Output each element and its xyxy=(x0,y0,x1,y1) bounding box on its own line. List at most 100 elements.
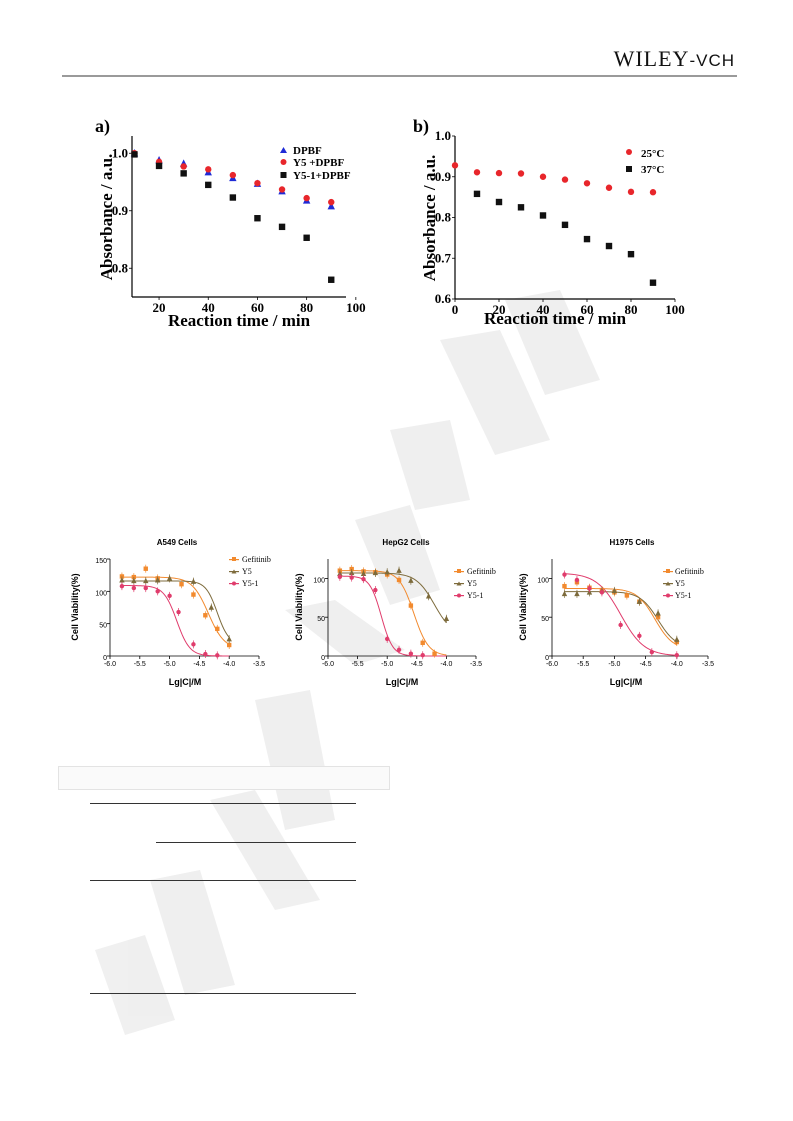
x-tick-label: 40 xyxy=(202,300,215,315)
point-37-c xyxy=(649,279,657,286)
point-y5-1-dpbf xyxy=(229,194,237,201)
chart-title: HepG2 Cells xyxy=(382,538,430,547)
table-top-rule xyxy=(90,803,356,804)
x-tick-label: -5.0 xyxy=(381,661,393,668)
point-37-c xyxy=(539,212,547,219)
fit-curve-y5-1 xyxy=(564,573,677,656)
table-header-subrule xyxy=(156,842,356,843)
legend-marker-y5-dpbf xyxy=(280,159,287,165)
fit-curve-y5-1 xyxy=(121,585,230,657)
publisher-logo: WILEY-VCH xyxy=(614,46,735,72)
x-tick-label: 100 xyxy=(346,300,366,315)
chart-absorbance-a: a) 20 40 60 80 100 0.8 0.9 1.0 DPBF Y5 +DPBF Y5… xyxy=(95,116,366,330)
point-y5-dpbf xyxy=(278,186,286,193)
x-tick-label: 80 xyxy=(300,300,313,315)
y-axis-label: Absorbance / a.u. xyxy=(420,155,439,282)
x-tick-label: -6.0 xyxy=(104,661,116,668)
legend-marker-gefitinib xyxy=(232,557,236,561)
point-25-c xyxy=(539,173,547,180)
x-axis-label: Lg|C|/M xyxy=(610,677,643,687)
x-tick-label: 20 xyxy=(153,300,166,315)
legend-marker-y51-dpbf xyxy=(280,172,287,178)
chart-absorbance-b: b) 0 20 40 60 80 100 0.6 0.7 0.8 0.9 1.0 25°C 37°C… xyxy=(413,116,685,328)
point-y5-dpbf xyxy=(205,166,212,173)
y-tick-label: 100 xyxy=(537,577,549,584)
legend-marker-y5-1 xyxy=(457,593,461,598)
legend-marker-y5 xyxy=(665,581,671,586)
legend: Gefitinib Y5 Y5-1 xyxy=(663,567,704,600)
legend-marker-25c xyxy=(626,149,632,155)
point-y5-dpbf xyxy=(328,198,335,206)
data-marks xyxy=(119,564,232,660)
point-37-c xyxy=(605,242,613,250)
x-tick-label: -3.5 xyxy=(253,661,265,668)
y-tick-label: 1.0 xyxy=(435,128,451,143)
x-tick-label: -5.5 xyxy=(134,661,146,668)
header-rule xyxy=(62,75,737,77)
x-tick-label: -4.0 xyxy=(440,661,452,668)
x-tick-label: -6.0 xyxy=(546,661,558,668)
point-25-c xyxy=(473,169,481,176)
point-y5-1-dpbf xyxy=(155,162,163,170)
axis-ticks: -6.0 -5.5 -5.0 -4.5 -4.0 -3.5 0 50 100 xyxy=(313,577,482,668)
fit-curves xyxy=(121,576,230,657)
y-tick-label: 1.0 xyxy=(112,145,128,160)
y-tick-label: 0 xyxy=(545,655,549,662)
logo-wiley-text: WILEY xyxy=(613,46,690,71)
y-tick-label: 50 xyxy=(541,616,549,623)
legend: Gefitinib Y5 Y5-1 xyxy=(454,567,496,600)
x-tick-label: 40 xyxy=(537,302,550,317)
point-y5-dpbf xyxy=(303,194,310,202)
chart-a549-viability: A549 Cells -6.0 -5.5 -5.0 -4.5 -4.0 -3.5 0 50 10… xyxy=(70,538,271,687)
table-header-rule xyxy=(90,880,356,881)
legend-label-y5: Y5 xyxy=(242,567,252,576)
legend-marker-gefitinib xyxy=(666,569,670,573)
panel-label-b: b) xyxy=(413,116,429,137)
point-y5-1-dpbf xyxy=(205,181,212,189)
legend: Gefitinib Y5 Y5-1 xyxy=(229,555,271,588)
chart-title: A549 Cells xyxy=(157,538,198,547)
point-25-c xyxy=(649,189,657,196)
axis-ticks: -6.0 -5.5 -5.0 -4.5 -4.0 -3.5 0 50 100 150 xyxy=(95,558,265,668)
legend: 25°C 37°C xyxy=(626,148,664,176)
point-y5-1-dpbf xyxy=(180,170,187,177)
table-bottom-rule xyxy=(90,993,356,994)
point-37-c xyxy=(583,235,591,243)
legend-marker-y5 xyxy=(456,581,462,586)
logo-vch-text: -VCH xyxy=(689,51,735,70)
point-dpbf xyxy=(327,201,335,210)
y-tick-label: 0.6 xyxy=(435,291,452,306)
y-tick-label: 0.9 xyxy=(435,169,452,184)
x-tick-label: -6.0 xyxy=(322,661,334,668)
legend-label-37c: 37°C xyxy=(641,164,664,176)
x-axis-label: Lg|C|/M xyxy=(169,677,202,687)
x-axis-label: Reaction time / min xyxy=(484,309,627,328)
legend-label-y5: Y5 xyxy=(467,579,477,588)
legend-label-gefitinib: Gefitinib xyxy=(242,555,271,564)
chart-title: H1975 Cells xyxy=(610,538,655,547)
point-37-c xyxy=(627,250,635,258)
point-y5-dpbf xyxy=(180,163,187,170)
legend-label-y51-dpbf: Y5-1+DPBF xyxy=(293,170,351,182)
y-axis-label: Cell Viability(%) xyxy=(294,573,304,640)
legend-marker-y5-1 xyxy=(666,593,670,598)
legend-label-25c: 25°C xyxy=(641,148,664,160)
x-tick-label: -5.5 xyxy=(352,661,364,668)
data-marks xyxy=(337,565,450,660)
fit-curves xyxy=(339,570,447,657)
legend-label-y5-1: Y5-1 xyxy=(675,591,691,600)
x-tick-label: -5.5 xyxy=(577,661,589,668)
legend-marker-y5 xyxy=(231,569,237,574)
x-tick-label: -4.5 xyxy=(193,661,205,668)
point-37-c xyxy=(473,190,481,198)
x-tick-label: -4.5 xyxy=(640,661,652,668)
fit-curve-gefitinib xyxy=(564,587,678,646)
point-25-c xyxy=(627,188,635,196)
y-axis-label: Cell Viability(%) xyxy=(70,573,80,640)
fit-curve-gefitinib xyxy=(339,570,447,656)
chart-h1975-viability: H1975 Cells -6.0 -5.5 -5.0 -4.5 -4.0 -3.5 0 50 1… xyxy=(518,538,714,687)
y-tick-label: 50 xyxy=(99,623,107,630)
y-tick-label: 0.8 xyxy=(435,210,452,225)
y-tick-label: 100 xyxy=(313,577,325,584)
